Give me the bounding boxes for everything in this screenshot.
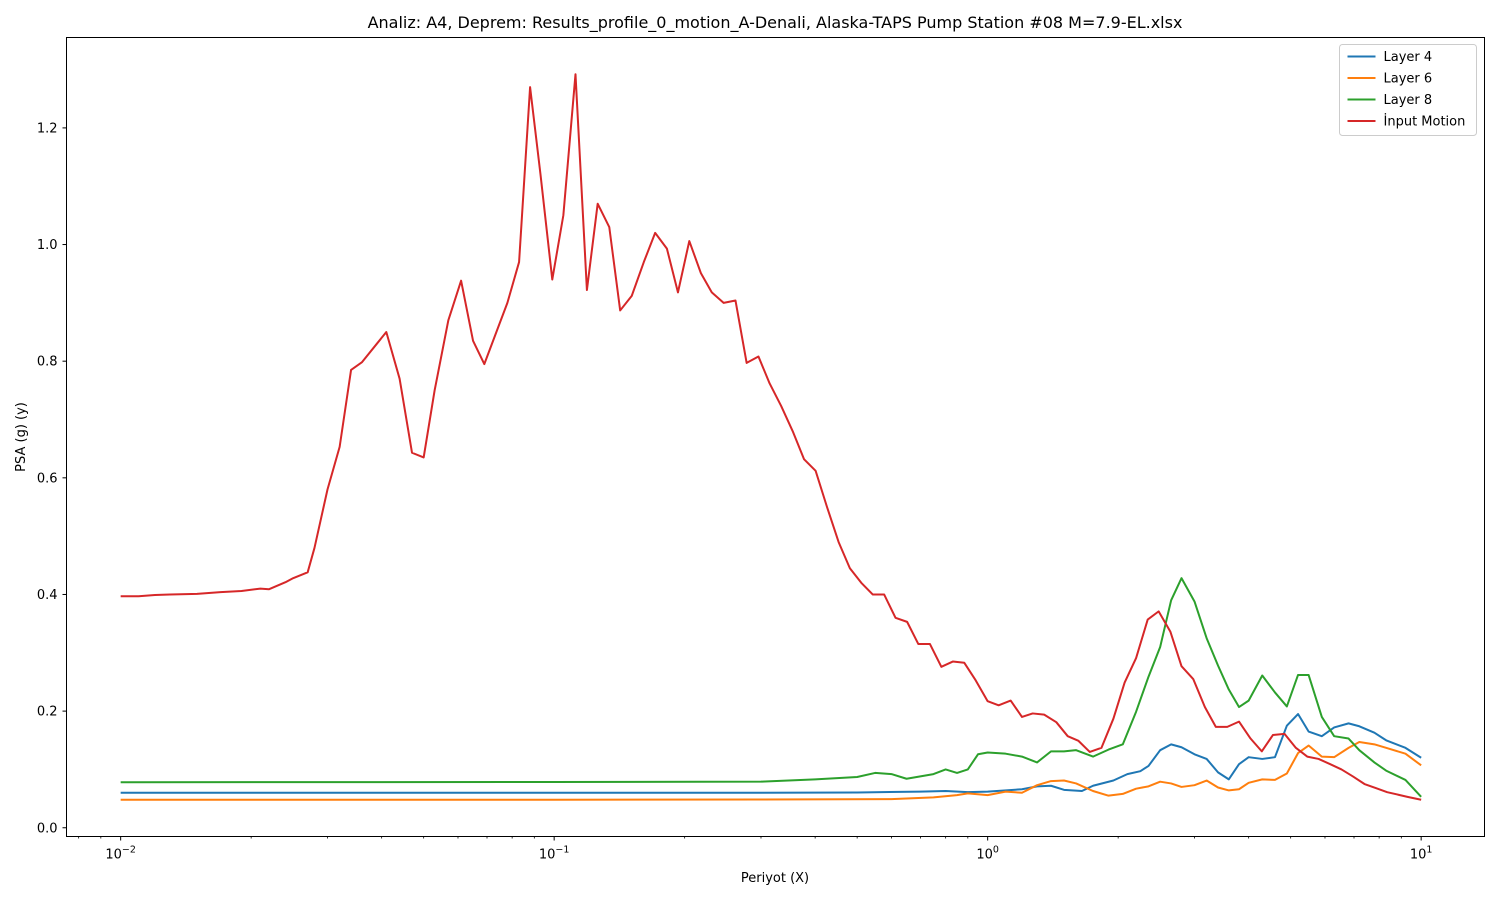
- legend-label-2: Layer 6: [1384, 72, 1433, 87]
- y-tick-label: 1.0: [37, 238, 58, 253]
- legend-label-4: İnput Motion: [1384, 114, 1466, 130]
- x-axis-label: Periyot (X): [741, 871, 809, 886]
- axes: 0.0 0.2 0.4 0.6 0.8 1.0 1.2 10−2 10−1 100 101: [37, 121, 1433, 862]
- series-line-3: [120, 577, 1422, 798]
- series-line-4: [120, 73, 1422, 801]
- legend: Layer 4 Layer 6 Layer 8 İnput Motion: [1339, 44, 1477, 136]
- legend-label-1: Layer 4: [1384, 50, 1433, 65]
- x-tick-label: 101: [1410, 845, 1433, 863]
- y-tick-label: 0.2: [37, 705, 58, 720]
- y-tick-label: 0.0: [37, 821, 58, 836]
- legend-box: [1339, 44, 1477, 136]
- plot-lines: [120, 73, 1422, 801]
- y-tick-label: 0.4: [37, 588, 58, 603]
- x-tick-label: 100: [976, 845, 999, 863]
- x-tick-label: 10−1: [539, 845, 570, 863]
- x-tick-label: 10−2: [105, 845, 136, 863]
- y-tick-label: 1.2: [37, 121, 58, 136]
- chart-title: Analiz: A4, Deprem: Results_profile_0_mo…: [368, 13, 1183, 33]
- legend-label-3: Layer 8: [1384, 93, 1433, 108]
- plot-frame: [66, 37, 1485, 837]
- series-line-2: [120, 741, 1422, 801]
- y-tick-label: 0.8: [37, 355, 58, 370]
- y-axis-label: PSA (g) (y): [14, 402, 29, 472]
- y-tick-label: 0.6: [37, 471, 58, 486]
- series-line-1: [120, 713, 1422, 794]
